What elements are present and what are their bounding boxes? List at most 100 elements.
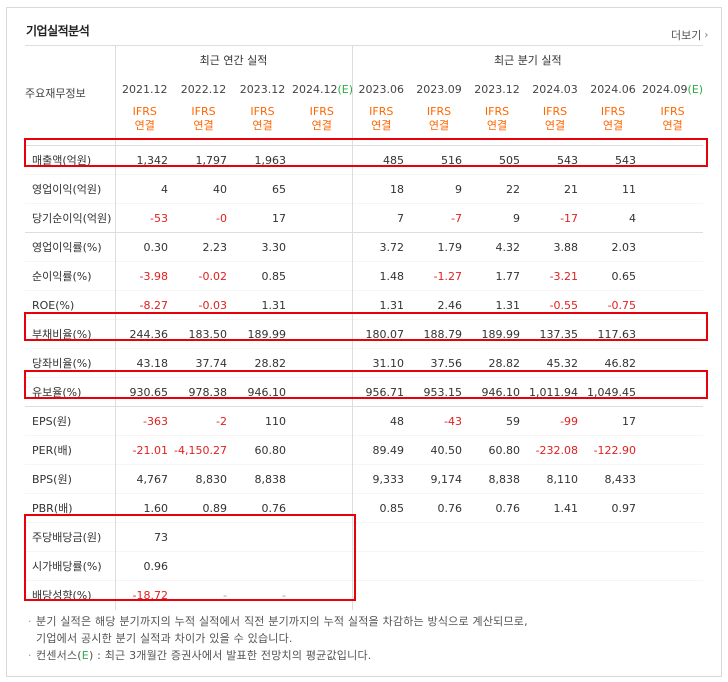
table-cell: 0.30 xyxy=(114,232,174,262)
more-link[interactable]: 더보기 › xyxy=(671,27,708,43)
table-cell: -3.98 xyxy=(114,261,174,291)
ifrs-label: IFRS 연결 xyxy=(660,104,685,132)
table-cell: 543 xyxy=(526,145,585,175)
table-row: PBR(배) 1.60 0.89 0.76 0.85 0.76 0.76 1.41 0.97 xyxy=(25,493,704,523)
table-cell: 28.82 xyxy=(468,348,527,378)
table-cell xyxy=(642,174,704,204)
table-cell: 2.46 xyxy=(410,290,469,320)
table-cell: 3.72 xyxy=(351,232,411,262)
row-label: 영업이익률(%) xyxy=(25,232,115,262)
ifrs-label: IFRS 연결 xyxy=(351,104,411,146)
table-cell: -99 xyxy=(526,406,585,436)
table-cell: 8,110 xyxy=(526,464,585,494)
table-cell xyxy=(642,377,704,407)
table-cell xyxy=(642,203,704,233)
table-cell: 0.85 xyxy=(351,493,411,523)
table-cell: 956.71 xyxy=(351,377,411,407)
table-cell xyxy=(174,522,233,552)
table-cell xyxy=(584,522,643,552)
table-cell: -0.55 xyxy=(526,290,585,320)
table-cell xyxy=(642,290,704,320)
table-cell xyxy=(642,493,704,523)
table-cell: -21.01 xyxy=(114,435,174,465)
table-cell xyxy=(292,580,353,610)
table-cell: 8,433 xyxy=(584,464,643,494)
table-cell xyxy=(410,522,469,552)
footnote-1-cont: 기업에서 공시한 분기 실적과 차이가 있을 수 있습니다. xyxy=(36,632,293,645)
row-label: 당기순이익(억원) xyxy=(25,203,115,233)
table-cell: 0.89 xyxy=(174,493,233,523)
table-cell: 22 xyxy=(468,174,527,204)
table-cell: 17 xyxy=(584,406,643,436)
table-cell: 0.96 xyxy=(114,551,174,581)
table-cell: 37.56 xyxy=(410,348,469,378)
table-row: 영업이익(억원) 4 40 65 18 9 22 21 11 xyxy=(25,174,704,204)
table-cell: -122.90 xyxy=(584,435,643,465)
row-label: 당좌비율(%) xyxy=(25,348,115,378)
table-cell xyxy=(292,174,353,204)
table-cell: 2.23 xyxy=(174,232,233,262)
table-cell xyxy=(351,551,411,581)
table-cell: 1.60 xyxy=(114,493,174,523)
table-cell: 189.99 xyxy=(233,319,292,349)
period-header: 2022.12 xyxy=(180,83,227,96)
table-cell xyxy=(292,493,353,523)
table-cell xyxy=(642,232,704,262)
table-row: 당기순이익(억원) -53 -0 17 7 -7 9 -17 4 xyxy=(25,203,704,233)
table-cell: 21 xyxy=(526,174,585,204)
ifrs-label: IFRS 연결 xyxy=(250,104,275,132)
table-cell: 3.30 xyxy=(233,232,292,262)
table-cell: 1.31 xyxy=(468,290,527,320)
table-cell xyxy=(642,348,704,378)
table-cell xyxy=(642,261,704,291)
period-header: 2024.06 xyxy=(590,83,636,96)
table-cell: 37.74 xyxy=(174,348,233,378)
row-label: 매출액(억원) xyxy=(25,145,115,175)
table-cell: 946.10 xyxy=(233,377,292,407)
table-row: 영업이익률(%) 0.30 2.23 3.30 3.72 1.79 4.32 3.88 2.03 xyxy=(25,232,704,262)
table-row: 시가배당률(%) 0.96 xyxy=(25,551,704,581)
table-cell: 1.31 xyxy=(351,290,411,320)
table-cell: - xyxy=(174,580,233,610)
period-header: 2021.12 xyxy=(114,74,174,105)
table-cell: -43 xyxy=(410,406,469,436)
table-cell: 0.76 xyxy=(233,493,292,523)
table-cell: 137.35 xyxy=(526,319,585,349)
table-cell: -363 xyxy=(114,406,174,436)
table-cell xyxy=(526,580,585,610)
table-cell: 40 xyxy=(174,174,233,204)
table-cell: 183.50 xyxy=(174,319,233,349)
table-cell: 46.82 xyxy=(584,348,643,378)
estimate-mark: (E) xyxy=(687,83,704,96)
row-label: 시가배당률(%) xyxy=(25,551,115,581)
table-cell: 0.76 xyxy=(410,493,469,523)
table-cell: 180.07 xyxy=(351,319,411,349)
row-header-label: 주요재무정보 xyxy=(25,86,86,100)
row-label: ROE(%) xyxy=(25,290,115,320)
footnote-2: · 컨센서스(E) : 최근 3개월간 증권사에서 발표한 전망치의 평균값입니다… xyxy=(28,649,372,662)
table-cell xyxy=(642,435,704,465)
table-cell: 9,174 xyxy=(410,464,469,494)
table-cell: 189.99 xyxy=(468,319,527,349)
table-cell: -8.27 xyxy=(114,290,174,320)
table-cell xyxy=(468,522,527,552)
table-cell: 17 xyxy=(233,203,292,233)
table-cell xyxy=(642,580,704,610)
table-row: 매출액(억원) 1,342 1,797 1,963 485 516 505 543 543 xyxy=(25,145,704,175)
ifrs-label: IFRS 연결 xyxy=(114,104,174,146)
section-title: 기업실적분석 xyxy=(26,24,90,38)
table-cell: 1.31 xyxy=(233,290,292,320)
table-cell: 4 xyxy=(114,174,174,204)
table-cell xyxy=(292,464,353,494)
chevron-right-icon: › xyxy=(704,29,709,41)
group-annual: 최근 연간 실적 xyxy=(114,45,353,75)
table-cell: 505 xyxy=(468,145,527,175)
row-label: 배당성향(%) xyxy=(25,580,115,610)
ifrs-label: IFRS 연결 xyxy=(542,104,568,132)
table-cell: 4 xyxy=(584,203,643,233)
table-cell: 1,963 xyxy=(233,145,292,175)
table-cell: 8,838 xyxy=(468,464,527,494)
table-cell: 953.15 xyxy=(410,377,469,407)
table-cell xyxy=(642,406,704,436)
table-cell: 1.41 xyxy=(526,493,585,523)
